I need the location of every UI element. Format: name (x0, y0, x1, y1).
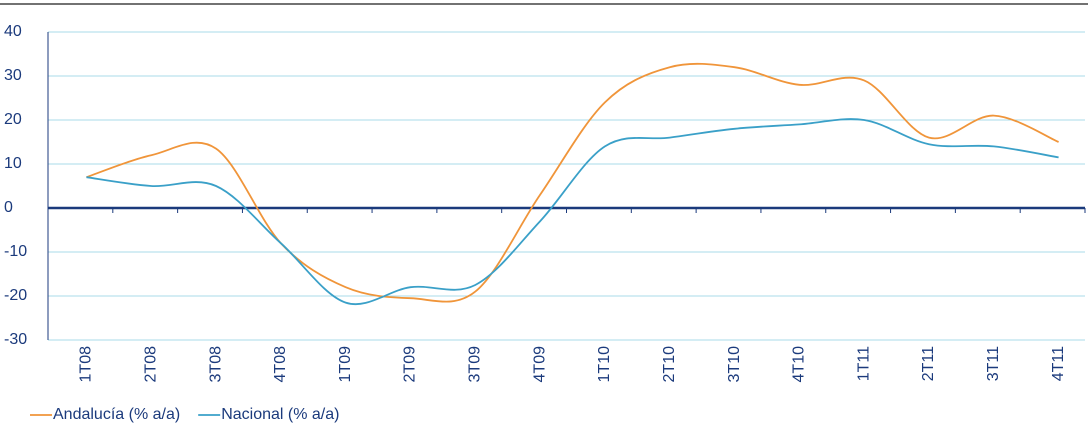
y-tick-label: -20 (4, 287, 27, 304)
x-tick-label: 1T11 (855, 346, 872, 381)
series-line (86, 62, 1059, 303)
x-tick-label: 2T10 (661, 346, 678, 383)
x-tick-label: 3T11 (985, 346, 1002, 381)
x-tick-label: 4T10 (791, 346, 808, 383)
legend-label: Andalucía (% a/a) (53, 406, 180, 423)
y-tick-label: -30 (4, 331, 27, 348)
x-tick-label: 3T08 (207, 346, 224, 383)
x-tick-label: 4T08 (272, 346, 289, 383)
legend-label: Nacional (% a/a) (221, 406, 339, 423)
x-tick-label: 4T11 (1050, 346, 1067, 381)
x-tick-label: 1T09 (337, 346, 354, 383)
y-tick-label: 20 (4, 111, 22, 128)
x-tick-label: 4T09 (531, 346, 548, 383)
series-line (86, 118, 1059, 305)
x-tick-label: 2T09 (402, 346, 419, 383)
y-tick-label: 0 (4, 199, 13, 216)
x-tick-label: 2T11 (920, 346, 937, 381)
x-tick-label: 3T09 (467, 346, 484, 383)
y-tick-label: -10 (4, 243, 27, 260)
y-tick-label: 10 (4, 155, 22, 172)
x-tick-label: 2T08 (142, 346, 159, 383)
x-tick-label: 1T10 (596, 346, 613, 383)
x-tick-label: 3T10 (726, 346, 743, 383)
y-tick-label: 30 (4, 67, 22, 84)
y-tick-label: 40 (4, 23, 22, 40)
x-tick-label: 1T08 (78, 346, 95, 383)
